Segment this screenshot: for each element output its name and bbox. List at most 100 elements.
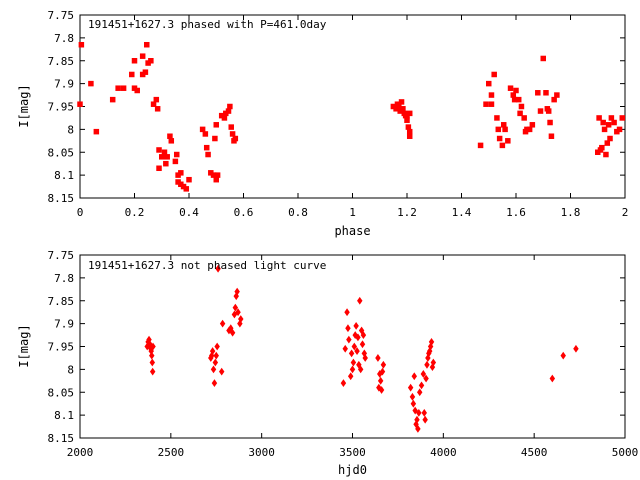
x-tick-label: 0 (77, 206, 84, 219)
data-point (496, 135, 503, 142)
data-point (215, 264, 221, 273)
data-point (494, 115, 500, 121)
y-tick-label: 8.1 (54, 169, 74, 182)
y-tick-label: 7.75 (48, 9, 75, 22)
data-point (129, 71, 135, 78)
data-point (603, 151, 609, 158)
data-point (515, 96, 522, 103)
x-tick-label: 1.2 (397, 206, 417, 219)
data-point (350, 358, 357, 367)
data-point (78, 41, 85, 48)
y-axis-label: I[mag] (17, 84, 31, 127)
data-point (229, 131, 236, 137)
x-axis-label: phase (334, 224, 370, 238)
data-point (357, 296, 363, 305)
data-point (573, 344, 579, 353)
data-points (77, 41, 626, 192)
x-axis-ticks: 0 0.2 0.4 0.6 0.8 1 1.2 1.4 1.6 1.8 2 (77, 15, 629, 219)
data-point (153, 96, 160, 103)
data-point (234, 287, 240, 296)
data-point (601, 126, 608, 133)
data-point (172, 158, 179, 165)
x-tick-label: 2 (622, 206, 629, 219)
data-point (616, 126, 623, 133)
data-point (421, 408, 427, 417)
data-point (526, 126, 533, 133)
data-point (134, 87, 140, 94)
data-point (210, 365, 217, 374)
data-point (477, 142, 484, 149)
data-point (109, 96, 116, 103)
x-tick-label: 3000 (248, 446, 275, 459)
data-point (212, 358, 219, 367)
data-point (340, 379, 347, 387)
data-point (605, 122, 612, 128)
phased-plot: 7.75 7.8 7.85 7.9 7.95 8 8.05 8.1 8.15 0 0.2 0.4 0.… (17, 9, 628, 238)
data-point (409, 392, 416, 401)
data-point (221, 115, 228, 121)
data-point (407, 383, 414, 392)
data-point (518, 103, 525, 110)
data-point (156, 147, 162, 153)
data-point (495, 126, 502, 133)
data-point (213, 351, 219, 360)
x-axis-label: hjd0 (338, 463, 367, 477)
data-point (608, 115, 615, 121)
x-tick-label: 5000 (612, 446, 639, 459)
data-point (430, 358, 437, 367)
y-tick-label: 7.9 (54, 318, 74, 331)
data-point (418, 381, 425, 390)
data-point (161, 149, 168, 155)
data-point (231, 310, 238, 319)
data-point (173, 151, 180, 158)
data-point (238, 315, 244, 323)
data-point (410, 399, 417, 408)
data-point (227, 103, 233, 110)
data-point (543, 90, 549, 96)
data-point (354, 347, 360, 355)
data-point (139, 53, 146, 59)
data-point (422, 415, 428, 424)
y-tick-label: 7.75 (48, 249, 75, 262)
x-tick-label: 0.8 (288, 206, 308, 219)
y-tick-label: 8.05 (48, 386, 75, 399)
x-tick-label: 4000 (430, 446, 457, 459)
data-point (405, 124, 412, 130)
data-point (163, 160, 169, 167)
data-point (416, 388, 423, 397)
y-tick-label: 7.85 (48, 295, 75, 308)
data-point (499, 142, 506, 149)
data-point (168, 138, 175, 144)
y-tick-label: 8.15 (48, 432, 75, 445)
data-point (359, 340, 366, 349)
y-axis-ticks: 7.75 7.8 7.85 7.9 7.95 8 8.05 8.1 8.15 (48, 249, 625, 445)
data-points (144, 264, 579, 433)
data-point (356, 360, 362, 369)
data-point (88, 80, 94, 87)
data-point (502, 126, 508, 133)
data-point (507, 85, 514, 91)
data-point (517, 110, 523, 117)
data-point (232, 135, 239, 142)
data-point (500, 122, 507, 128)
y-tick-label: 8.1 (54, 409, 74, 422)
data-point (228, 324, 234, 333)
x-tick-label: 2500 (158, 446, 185, 459)
y-tick-label: 7.95 (48, 101, 75, 114)
data-point (545, 108, 552, 114)
data-point (406, 128, 413, 135)
data-point (353, 322, 359, 330)
data-point (513, 87, 519, 94)
data-point (611, 119, 617, 126)
x-tick-label: 0.4 (179, 206, 199, 219)
y-tick-label: 7.8 (54, 32, 74, 45)
data-point (148, 58, 154, 64)
data-point (548, 133, 555, 139)
data-point (344, 308, 350, 317)
data-point (554, 92, 560, 98)
x-tick-label: 0.6 (234, 206, 254, 219)
y-axis-label: I[mag] (17, 324, 31, 367)
x-tick-label: 1 (349, 206, 356, 219)
data-point (529, 122, 536, 128)
